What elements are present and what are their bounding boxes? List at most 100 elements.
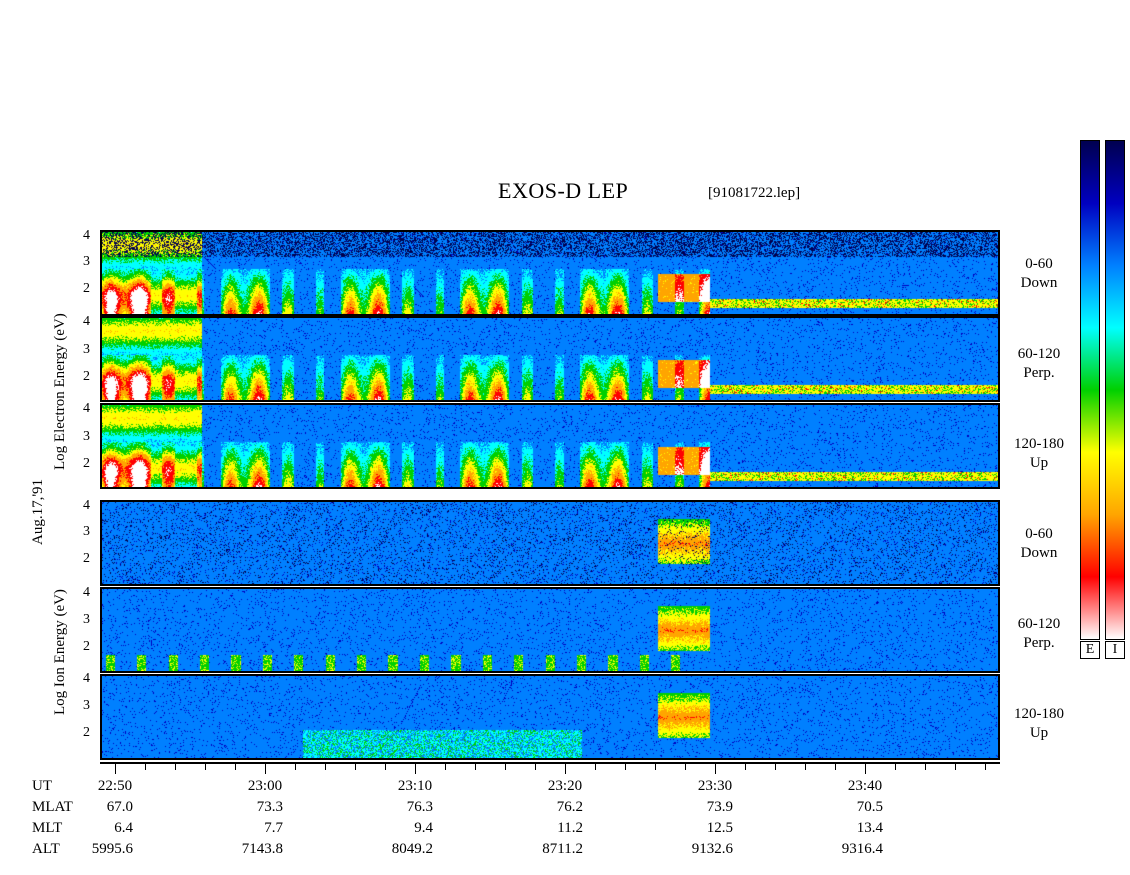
y-tick: 4	[83, 314, 90, 329]
pitch-angle-label: 60-120 Perp.	[1017, 346, 1061, 381]
ephemeris-value: 67.0	[106, 799, 133, 815]
y-tick: 3	[83, 342, 90, 357]
time-tick	[655, 764, 656, 770]
time-tick	[955, 764, 956, 770]
colorbar-label-e: E	[1080, 641, 1100, 659]
time-tick	[865, 764, 866, 774]
ion-panel-down	[100, 500, 1000, 586]
time-tick	[745, 764, 746, 770]
ephemeris-value: 9132.6	[691, 841, 733, 857]
y-tick: 4	[83, 671, 90, 686]
y-tick: 2	[83, 639, 90, 654]
y-tick: 2	[83, 281, 90, 296]
ephemeris-value: 23:30	[697, 778, 733, 794]
y-tick: 3	[83, 698, 90, 713]
date-label: Aug.17,'91	[30, 478, 46, 545]
ion-perp-spectrogram	[102, 589, 998, 671]
row-label-ut: UT	[32, 778, 52, 794]
ephemeris-value: 23:10	[397, 778, 433, 794]
file-label: [91081722.lep]	[708, 185, 801, 201]
time-tick	[115, 764, 116, 774]
pitch-angle-label: 120-180 Up	[1014, 436, 1064, 471]
time-tick	[565, 764, 566, 774]
y-tick: 2	[83, 551, 90, 566]
time-tick	[625, 764, 626, 770]
pitch-angle-label: 120-180 Up	[1014, 706, 1064, 741]
ephemeris-value: 8049.2	[391, 841, 433, 857]
ephemeris-value: 70.5	[856, 799, 883, 815]
time-tick	[235, 764, 236, 770]
ephemeris-value: 23:20	[547, 778, 583, 794]
ephemeris-value: 7143.8	[241, 841, 283, 857]
time-tick	[385, 764, 386, 770]
pitch-angle-label: 60-120 Perp.	[1017, 616, 1061, 651]
y-tick: 3	[83, 612, 90, 627]
row-label-alt: ALT	[32, 841, 60, 857]
ephemeris-value: 12.5	[706, 820, 733, 836]
electron-panel-up	[100, 403, 1000, 489]
y-tick: 3	[83, 429, 90, 444]
y-tick: 2	[83, 456, 90, 471]
y-tick: 3	[83, 524, 90, 539]
electron-y-axis-label: Log Electron Energy (eV)	[52, 313, 68, 470]
time-tick	[685, 764, 686, 770]
ephemeris-value: 73.3	[256, 799, 283, 815]
time-tick	[325, 764, 326, 770]
time-tick	[985, 764, 986, 770]
ephemeris-value: 11.2	[557, 820, 583, 836]
ephemeris-value: 9316.4	[841, 841, 883, 857]
ephemeris-value: 5995.6	[91, 841, 133, 857]
ion-up-spectrogram	[102, 676, 998, 758]
time-tick	[475, 764, 476, 770]
ephemeris-value: 76.2	[556, 799, 583, 815]
ephemeris-value: 6.4	[114, 820, 133, 836]
row-label-mlat: MLAT	[32, 799, 73, 815]
y-tick: 4	[83, 401, 90, 416]
ephemeris-value: 9.4	[414, 820, 433, 836]
electron-panel-perp	[100, 316, 1000, 402]
time-tick	[415, 764, 416, 774]
ephemeris-value: 7.7	[264, 820, 283, 836]
time-tick	[925, 764, 926, 770]
ephemeris-value: 8711.2	[542, 841, 583, 857]
ephemeris-value: 13.4	[856, 820, 883, 836]
chart-title: EXOS-D LEP	[498, 178, 629, 203]
time-tick	[835, 764, 836, 770]
ephemeris-value: 23:00	[247, 778, 283, 794]
y-tick: 2	[83, 725, 90, 740]
time-tick	[445, 764, 446, 770]
pitch-angle-label: 0-60 Down	[1020, 526, 1058, 561]
time-axis	[100, 762, 1000, 776]
electron-down-spectrogram	[102, 232, 998, 314]
pitch-angle-label: 0-60 Down	[1020, 256, 1058, 291]
row-label-mlt: MLT	[32, 820, 63, 836]
ion-colorbar	[1105, 140, 1125, 640]
electron-perp-spectrogram	[102, 318, 998, 400]
y-tick: 4	[83, 585, 90, 600]
ion-panel-up	[100, 674, 1000, 760]
electron-colorbar	[1080, 140, 1100, 640]
electron-up-spectrogram	[102, 405, 998, 487]
time-tick	[775, 764, 776, 770]
ephemeris-value: 23:40	[847, 778, 883, 794]
time-tick	[205, 764, 206, 770]
time-tick	[295, 764, 296, 770]
time-tick	[175, 764, 176, 770]
electron-panel-down	[100, 230, 1000, 316]
time-tick	[595, 764, 596, 770]
y-tick: 2	[83, 369, 90, 384]
colorbar-label-i: I	[1105, 641, 1125, 659]
time-tick	[145, 764, 146, 770]
y-tick: 3	[83, 254, 90, 269]
time-tick	[715, 764, 716, 774]
time-tick	[535, 764, 536, 770]
ephemeris-value: 22:50	[97, 778, 133, 794]
time-tick	[805, 764, 806, 770]
ion-down-spectrogram	[102, 502, 998, 584]
time-tick	[505, 764, 506, 770]
y-tick: 4	[83, 498, 90, 513]
time-tick	[895, 764, 896, 770]
ephemeris-value: 73.9	[706, 799, 733, 815]
ion-y-axis-label: Log Ion Energy (eV)	[52, 589, 68, 715]
y-tick: 4	[83, 228, 90, 243]
